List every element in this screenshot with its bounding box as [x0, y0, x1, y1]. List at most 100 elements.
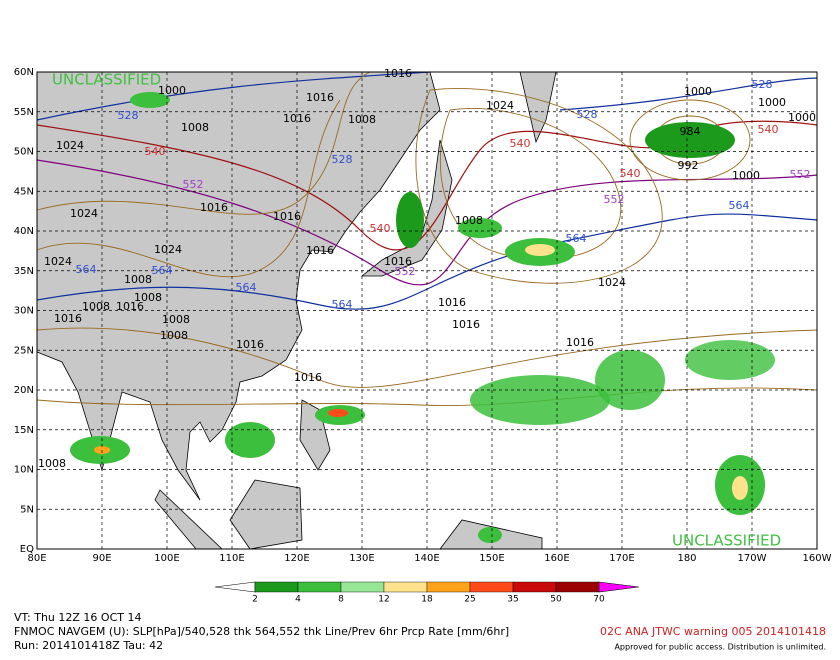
contour-564 — [36, 213, 818, 310]
contour-label: 1016 — [306, 244, 334, 257]
lon-label: 170W — [738, 553, 767, 564]
contour-552 — [36, 159, 818, 286]
contour-label: 1016 — [273, 210, 301, 223]
lon-label: 110E — [219, 553, 244, 564]
lat-label: 50N — [14, 147, 34, 158]
precip — [70, 92, 775, 543]
lat-label: 35N — [14, 266, 34, 277]
contour-label: 1008 — [160, 329, 188, 342]
lon-label: 180 — [677, 553, 696, 564]
contour-label: 1024 — [44, 255, 72, 268]
colorbar-tick-label: 50 — [550, 595, 562, 605]
colorbar-tick-label: 8 — [338, 595, 344, 605]
colorbar-segment — [512, 581, 557, 593]
colorbar-segment — [426, 581, 471, 593]
lat-label: 20N — [14, 385, 34, 396]
colorbar-cap — [214, 581, 256, 593]
lon-label: 160W — [803, 553, 832, 564]
contour-label: 1016 — [116, 300, 144, 313]
contour-label: 1016 — [452, 318, 480, 331]
contour-label: 564 — [566, 232, 587, 245]
lat-label: 5N — [20, 504, 34, 515]
contour-label: 1024 — [154, 243, 182, 256]
contour-label: 1016 — [236, 338, 264, 351]
lat-label: 45N — [14, 186, 34, 197]
contour-label: 1016 — [306, 91, 334, 104]
contour-label: 992 — [678, 159, 699, 172]
lat-label: 30N — [14, 306, 34, 317]
contour-label: 1016 — [283, 112, 311, 125]
borneo — [229, 479, 303, 550]
colorbar-tick-label: 4 — [295, 595, 301, 605]
contour-label: 528 — [332, 153, 353, 166]
lon-label: 100E — [154, 553, 179, 564]
model-description: FNMOC NAVGEM (U): SLP[hPa]/540,528 thk 5… — [14, 625, 509, 638]
contour-label: 1000 — [788, 111, 816, 124]
contour-label: 564 — [729, 199, 750, 212]
contour-label: 564 — [236, 281, 257, 294]
colorbar-segment — [297, 581, 342, 593]
colorbar-cap — [598, 581, 640, 593]
contour-label: 528 — [752, 78, 773, 91]
contour-label: 564 — [76, 263, 97, 276]
colorbar-tick-label: 12 — [378, 595, 389, 605]
contour-label: 540 — [370, 222, 391, 235]
lon-label: 120E — [284, 553, 309, 564]
lat-label: EQ — [20, 544, 34, 555]
contour-label: 1024 — [70, 207, 98, 220]
lon-label: 140E — [414, 553, 439, 564]
lon-label: 130E — [349, 553, 374, 564]
contour-label: 1016 — [438, 296, 466, 309]
contour-label: 540 — [145, 145, 166, 158]
lon-label: 150E — [479, 553, 504, 564]
lat-label: 10N — [14, 465, 34, 476]
contour-label: 564 — [152, 264, 173, 277]
contour-label: 1016 — [384, 67, 412, 80]
slp-contours — [36, 71, 818, 406]
contour-label: 1008 — [134, 291, 162, 304]
colorbar-tick-label: 18 — [421, 595, 433, 605]
warning-info: 02C ANA JTWC warning 005 2014101418 — [600, 625, 826, 638]
colorbar-segment — [340, 581, 385, 593]
philippines — [299, 399, 331, 471]
contour-label: 540 — [620, 167, 641, 180]
contour-label: 528 — [577, 108, 598, 121]
lat-label: 60N — [14, 67, 34, 78]
contour-label: 1008 — [181, 121, 209, 134]
lat-label: 40N — [14, 226, 34, 237]
contour-528 — [36, 71, 818, 121]
colorbar-segment — [555, 581, 600, 593]
approval-note: Approved for public access. Distribution… — [614, 643, 826, 652]
contour-label: 1024 — [598, 276, 626, 289]
colorbar-segment — [383, 581, 428, 593]
colorbar-tick-label: 35 — [507, 595, 518, 605]
lon-label: 170E — [609, 553, 634, 564]
contour-label: 1016 — [294, 371, 322, 384]
contour-label: 540 — [510, 137, 531, 150]
classification: UNCLASSIFIED — [672, 532, 781, 550]
map-frame — [36, 71, 818, 550]
colorbar-tick-label: 70 — [593, 595, 605, 605]
contour-label: 1008 — [124, 273, 152, 286]
colorbar-segment — [254, 581, 299, 593]
contour-label: 1000 — [758, 96, 786, 109]
contour-label: 1016 — [54, 312, 82, 325]
contour-label: 552 — [183, 178, 204, 191]
contour-label: 564 — [332, 298, 353, 311]
contour-label: 1024 — [56, 139, 84, 152]
contour-label: 1000 — [732, 169, 760, 182]
contour-label: 552 — [790, 168, 811, 181]
contour-label: 1008 — [455, 214, 483, 227]
run-info: Run: 2014101418Z Tau: 42 — [14, 639, 163, 652]
contour-label: 984 — [680, 125, 701, 138]
contour-label: 1008 — [348, 113, 376, 126]
colorbar-tick-label: 2 — [252, 595, 258, 605]
contour-label: 1008 — [162, 313, 190, 326]
grid: 60N 55N 50N 45N 40N 35N 30N 25N 20N 15N 10N 5N EQ80E… — [14, 67, 832, 564]
lon-label: 80E — [27, 553, 46, 564]
contour-label: 1016 — [566, 336, 594, 349]
contour-label: 1000 — [158, 84, 186, 97]
colorbar-segment — [469, 581, 514, 593]
contour-label: 1016 — [384, 255, 412, 268]
